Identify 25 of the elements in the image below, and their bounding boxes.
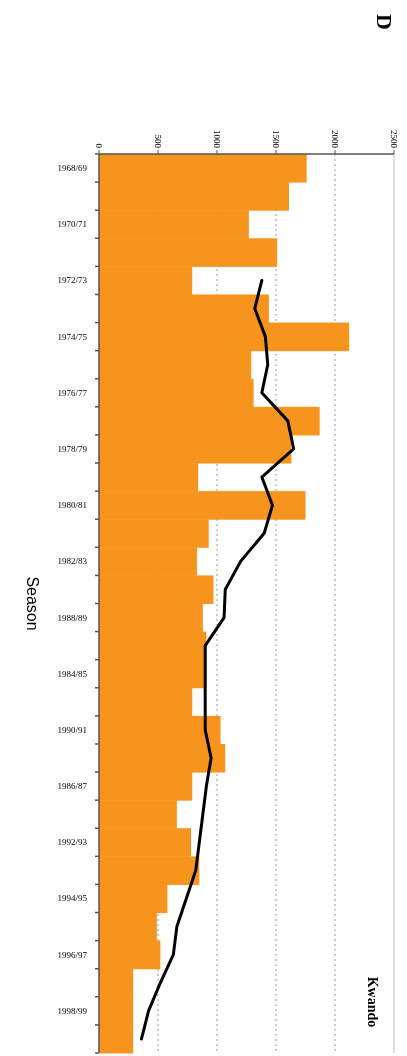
x-tick-label: 0 (94, 143, 104, 149)
x-tick-label: 2500 (389, 130, 399, 149)
y-tick-label: 1970/71 (57, 219, 87, 230)
x-tick-label: 1500 (271, 130, 281, 149)
text: Kwando (364, 976, 380, 1028)
y-axis-title: Season (23, 576, 41, 631)
y-tick-label: 1978/79 (57, 443, 88, 454)
y-tick-label: 1976/77 (57, 387, 88, 398)
x-tick-label: 500 (153, 134, 163, 149)
y-tick-label: 1974/75 (57, 331, 88, 342)
text: D (371, 14, 397, 30)
y-tick-label: 1996/97 (57, 949, 88, 960)
y-tick-label: 1992/93 (57, 837, 88, 848)
y-tick-label: 1972/73 (57, 275, 88, 286)
y-tick-label: 1982/83 (57, 556, 88, 567)
x-tick-label: 2000 (330, 130, 340, 149)
y-tick-label: 1986/87 (57, 781, 88, 792)
y-tick-label: 1998/99 (57, 1005, 88, 1016)
x-tick-label: 1000 (212, 130, 222, 149)
y-tick-label: 1980/81 (57, 500, 87, 511)
y-tick-label: 1990/91 (57, 724, 87, 735)
y-tick-label: 1984/85 (57, 668, 88, 679)
y-tick-label: 1968/69 (57, 163, 88, 174)
y-tick-label: 1988/89 (57, 612, 88, 623)
y-tick-label: 1994/95 (57, 893, 88, 904)
